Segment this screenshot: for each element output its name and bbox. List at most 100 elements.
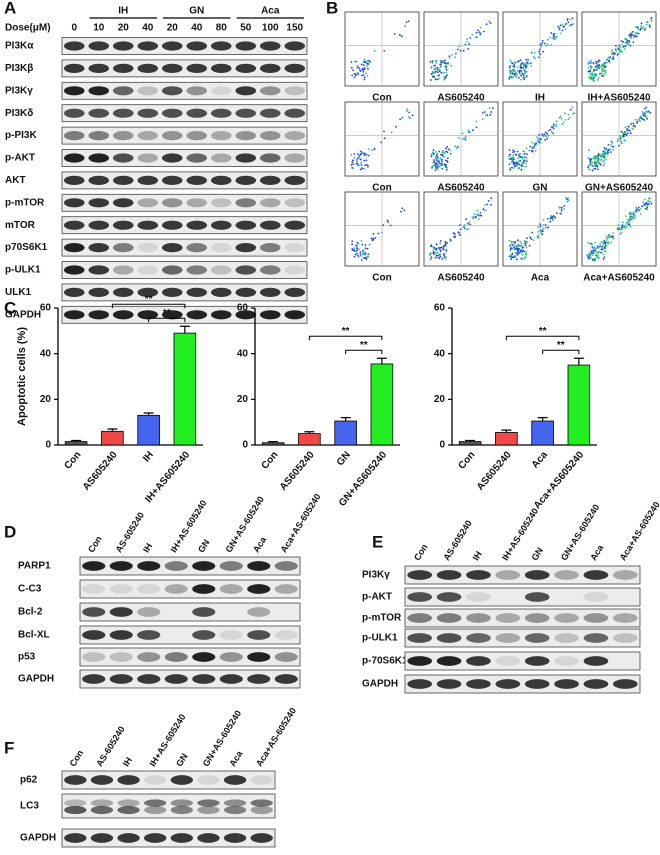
flow-dot <box>593 75 595 78</box>
flow-dot <box>478 31 481 34</box>
band <box>186 220 208 230</box>
blot-strip <box>404 628 641 648</box>
flow-dot <box>633 216 636 219</box>
flow-dot <box>524 65 527 67</box>
flow-dot <box>356 247 359 250</box>
flow-dot <box>405 21 408 24</box>
band <box>192 630 216 640</box>
dose-label: Dose(μM) <box>5 23 51 34</box>
panel-letter: A <box>4 0 16 17</box>
flow-dot <box>639 28 642 31</box>
flow-dot <box>537 235 539 238</box>
flow-dot <box>542 50 545 53</box>
flow-dot <box>429 60 432 63</box>
flow-dot <box>587 61 590 63</box>
flow-dot <box>595 60 597 63</box>
flow-dot <box>617 227 620 230</box>
band <box>250 833 273 843</box>
row-label: GAPDH <box>362 679 398 690</box>
flow-dot <box>591 169 594 172</box>
flow-dot <box>635 26 638 28</box>
flow-dot <box>556 35 559 38</box>
flow-dot <box>596 245 599 248</box>
flow-dot <box>468 221 471 224</box>
flow-dot <box>440 71 443 74</box>
band <box>284 63 306 73</box>
flow-dot <box>362 68 364 71</box>
band <box>90 799 114 807</box>
flow-dot <box>593 160 596 163</box>
flow-dot <box>637 32 640 35</box>
flow-dot <box>352 69 354 72</box>
flow-dot <box>539 229 541 232</box>
flow-dot <box>350 153 353 156</box>
flow-dot <box>442 149 445 152</box>
significance-bracket <box>308 335 383 341</box>
flow-dot <box>435 59 438 62</box>
band <box>247 630 271 640</box>
flow-dot <box>588 168 591 171</box>
dose: 20 <box>118 23 130 34</box>
x-tick-label: Con <box>260 450 281 472</box>
flow-dot <box>463 225 466 228</box>
flow-dot <box>603 73 606 76</box>
flow-dot <box>513 165 516 168</box>
flow-dot <box>647 203 649 206</box>
band <box>186 153 208 163</box>
flow-dot <box>363 154 366 157</box>
flow-dot <box>593 73 596 76</box>
flow-dot <box>603 62 606 65</box>
flow-dot <box>637 206 640 209</box>
flow-dot <box>645 116 648 119</box>
flow-dot <box>362 74 365 77</box>
row-label: LC3 <box>20 801 39 812</box>
band <box>164 652 188 662</box>
flow-dot <box>556 212 558 215</box>
flow-dot <box>445 75 447 78</box>
flow-dot <box>629 216 631 219</box>
flow-dot <box>433 64 436 67</box>
flow-dot <box>597 60 599 63</box>
flow-dot <box>631 215 633 218</box>
flow-dot <box>602 75 605 77</box>
flow-dot <box>598 59 601 62</box>
flow-dot <box>488 107 491 109</box>
bar <box>64 441 88 446</box>
flow-dot <box>454 56 457 59</box>
band <box>612 633 638 643</box>
flow-dot <box>610 144 612 146</box>
flow-dot <box>640 117 643 120</box>
flow-dot <box>590 164 593 167</box>
band <box>112 175 134 185</box>
flow-dot <box>367 68 369 70</box>
band <box>407 570 433 580</box>
flow-dot <box>351 248 354 251</box>
flow-dot <box>590 158 593 160</box>
flow-dot <box>361 243 364 246</box>
flow-dot <box>628 213 631 215</box>
flow-dot <box>593 80 596 82</box>
band <box>259 86 281 96</box>
flow-dot <box>529 145 531 148</box>
band <box>210 243 232 253</box>
flow-dot <box>591 74 594 77</box>
flow-dot <box>588 76 590 79</box>
flow-dot <box>525 58 528 61</box>
flow-dot <box>633 214 636 216</box>
flow-dot <box>463 227 466 230</box>
flow-dot <box>434 256 437 259</box>
flow-dot <box>371 149 373 152</box>
flow-dot <box>642 201 645 204</box>
flow-dot <box>601 75 603 77</box>
band <box>210 131 232 141</box>
band <box>197 805 220 815</box>
row-label: PARP1 <box>18 561 51 572</box>
flow-dot <box>569 24 572 27</box>
flow-dot <box>401 116 404 119</box>
band <box>137 243 159 253</box>
flow-dot <box>547 129 550 132</box>
flow-dot <box>599 159 601 161</box>
flow-dot <box>352 167 354 170</box>
flow-dot <box>597 255 600 257</box>
flow-dot <box>445 248 448 251</box>
